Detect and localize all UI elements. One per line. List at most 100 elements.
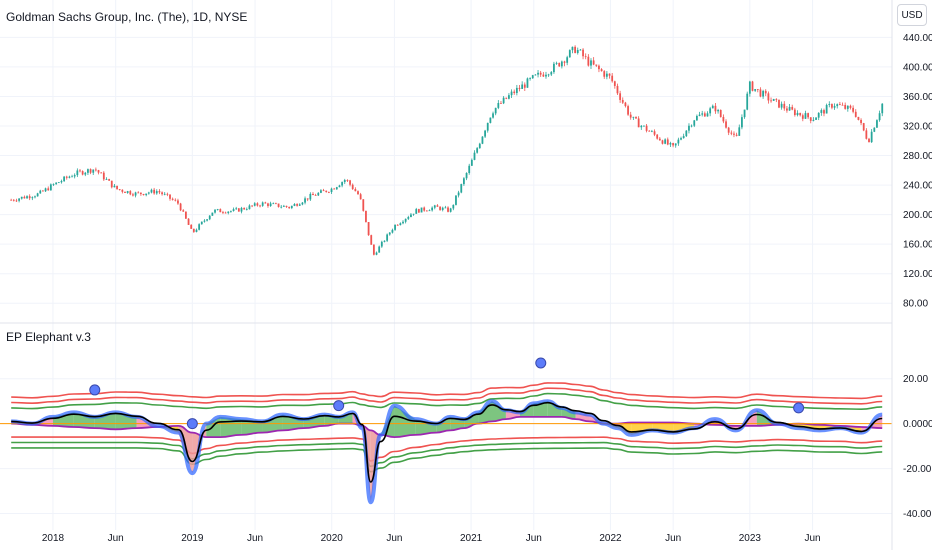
candle-body	[605, 73, 608, 77]
currency-button[interactable]: USD	[897, 4, 927, 26]
price-axis-tick-label: 200.00	[903, 210, 932, 221]
candle-body	[267, 203, 269, 207]
candle-body	[820, 110, 823, 113]
candle-body	[674, 143, 677, 146]
candle-body	[817, 112, 820, 118]
signal-marker[interactable]	[333, 400, 345, 412]
candle-body	[621, 99, 624, 103]
candle-body	[838, 104, 841, 105]
candle-body	[619, 93, 622, 100]
candle-body	[656, 134, 659, 139]
candle-body	[89, 169, 92, 173]
candle-body	[881, 103, 884, 114]
candle-body	[372, 244, 375, 255]
price-pane[interactable]	[10, 45, 884, 256]
indicator-pane[interactable]	[0, 357, 892, 505]
candle-body	[394, 224, 396, 230]
candle-body	[592, 60, 595, 65]
candle-body	[447, 207, 449, 212]
candle-body	[738, 127, 741, 136]
candle-body	[211, 212, 214, 216]
candle-body	[280, 206, 283, 208]
candle-body	[245, 209, 248, 210]
candle-body	[643, 125, 645, 127]
indicator-axis-tick-label: 0.0000	[903, 419, 932, 430]
upper-envelope-line	[11, 382, 883, 400]
price-axis-tick-label: 80.00	[903, 299, 928, 310]
candle-body	[304, 198, 306, 203]
main-line	[11, 401, 883, 483]
candle-body	[778, 99, 780, 108]
candle-body	[200, 221, 203, 225]
candle-body	[764, 90, 767, 94]
candle-body	[521, 84, 524, 89]
candle-body	[362, 199, 365, 211]
signal-marker[interactable]	[89, 384, 101, 396]
candle-body	[754, 89, 757, 91]
candle-body	[823, 110, 825, 114]
candle-body	[145, 193, 148, 196]
price-axis-tick-label: 240.00	[903, 181, 932, 192]
candle-body	[42, 190, 44, 192]
candle-body	[876, 120, 878, 128]
candle-body	[693, 120, 696, 126]
candle-body	[253, 203, 256, 206]
time-axis-tick-label: 2023	[739, 533, 762, 544]
candle-body	[444, 207, 447, 209]
candle-body	[365, 210, 367, 223]
histogram-fill	[436, 416, 451, 433]
candle-body	[36, 193, 39, 197]
candle-body	[510, 91, 513, 96]
candle-body	[449, 208, 452, 212]
candle-body	[452, 204, 455, 209]
candle-body	[849, 105, 852, 108]
candle-body	[513, 91, 516, 94]
candle-body	[132, 194, 134, 196]
candle-body	[603, 71, 606, 77]
candle-body	[815, 117, 817, 120]
candle-body	[719, 110, 722, 117]
candle-body	[174, 199, 177, 201]
candle-body	[537, 72, 539, 75]
candle-body	[26, 196, 28, 199]
candle-body	[807, 113, 810, 118]
candle-body	[743, 109, 746, 118]
candle-body	[76, 170, 79, 176]
candle-body	[831, 104, 833, 108]
candle-body	[320, 190, 322, 193]
time-axis-tick-label: Jun	[247, 533, 263, 544]
candle-body	[714, 105, 717, 112]
candle-body	[153, 189, 156, 194]
time-axis-tick-label: 2021	[460, 533, 483, 544]
price-axis-tick-label: 280.00	[903, 151, 932, 162]
candle-body	[772, 98, 775, 101]
candle-body	[529, 78, 531, 80]
candle-body	[627, 106, 629, 115]
candle-body	[833, 106, 836, 108]
candle-body	[330, 188, 333, 193]
candle-body	[216, 209, 219, 210]
candle-body	[346, 180, 349, 181]
candle-body	[690, 125, 693, 127]
candle-body	[560, 61, 563, 67]
candle-body	[18, 198, 20, 201]
candle-body	[629, 114, 632, 118]
indicator-axis-tick-label: 20.00	[903, 374, 928, 385]
candle-body	[502, 97, 505, 104]
price-axis-tick-label: 160.00	[903, 240, 932, 251]
indicator-pane-title: EP Elephant v.3	[6, 330, 91, 344]
signal-marker[interactable]	[186, 418, 198, 430]
candle-body	[235, 208, 238, 210]
candle-body	[306, 198, 309, 200]
signal-marker[interactable]	[793, 402, 805, 414]
candle-body	[317, 192, 320, 196]
candle-body	[439, 206, 441, 210]
signal-marker[interactable]	[535, 357, 547, 369]
candle-body	[293, 204, 296, 206]
candle-body	[703, 113, 706, 117]
candle-body	[563, 61, 566, 63]
candle-body	[613, 81, 616, 86]
candle-body	[298, 204, 301, 206]
candle-body	[39, 190, 42, 194]
